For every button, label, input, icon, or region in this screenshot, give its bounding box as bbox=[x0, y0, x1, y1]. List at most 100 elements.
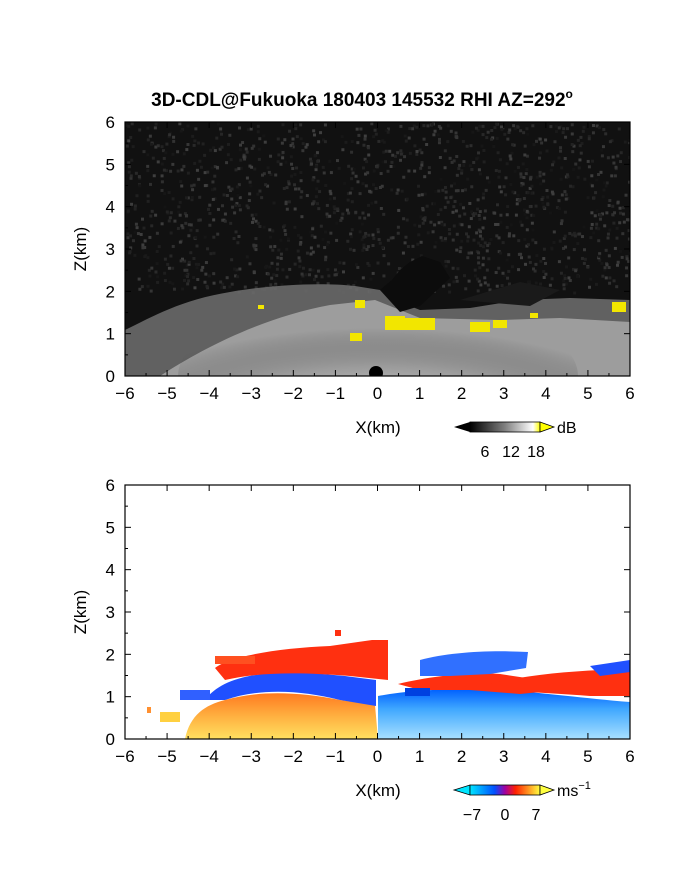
noise-pixel bbox=[243, 157, 247, 161]
noise-pixel bbox=[139, 232, 143, 236]
noise-pixel bbox=[461, 139, 465, 143]
noise-pixel bbox=[519, 256, 523, 260]
noise-pixel bbox=[377, 139, 381, 143]
noise-pixel bbox=[578, 158, 582, 162]
noise-pixel bbox=[183, 259, 187, 263]
noise-pixel bbox=[485, 136, 489, 140]
noise-pixel bbox=[168, 216, 172, 220]
noise-pixel bbox=[372, 169, 376, 173]
noise-pixel bbox=[444, 259, 448, 263]
noise-pixel bbox=[603, 268, 607, 272]
noise-pixel bbox=[503, 132, 507, 136]
noise-pixel bbox=[199, 165, 203, 169]
noise-pixel bbox=[618, 221, 622, 225]
noise-pixel bbox=[156, 275, 160, 279]
noise-pixel bbox=[254, 248, 258, 252]
noise-pixel bbox=[212, 281, 216, 285]
noise-pixel bbox=[256, 192, 260, 196]
noise-pixel bbox=[293, 207, 297, 211]
noise-pixel bbox=[421, 221, 425, 225]
noise-pixel bbox=[597, 126, 601, 130]
noise-pixel bbox=[559, 177, 563, 181]
noise-pixel bbox=[200, 268, 204, 272]
noise-pixel bbox=[308, 268, 312, 272]
noise-pixel bbox=[478, 172, 482, 176]
noise-pixel bbox=[320, 275, 324, 279]
noise-pixel bbox=[309, 230, 313, 234]
noise-pixel bbox=[562, 246, 566, 250]
noise-pixel bbox=[178, 213, 182, 217]
noise-pixel bbox=[535, 175, 539, 179]
noise-pixel bbox=[126, 232, 130, 236]
noise-pixel bbox=[171, 152, 175, 156]
noise-pixel bbox=[192, 256, 196, 260]
noise-pixel bbox=[522, 197, 526, 201]
noise-pixel bbox=[563, 276, 567, 280]
noise-pixel bbox=[508, 128, 512, 132]
noise-pixel bbox=[557, 207, 561, 211]
noise-pixel bbox=[400, 189, 404, 193]
noise-pixel bbox=[220, 132, 224, 136]
noise-pixel bbox=[593, 214, 597, 218]
noise-pixel bbox=[438, 155, 442, 159]
noise-pixel bbox=[142, 150, 146, 154]
noise-pixel bbox=[505, 258, 509, 262]
y-tick-label: 6 bbox=[106, 476, 115, 495]
noise-pixel bbox=[172, 135, 176, 139]
noise-pixel bbox=[466, 239, 470, 243]
noise-pixel bbox=[298, 265, 302, 269]
noise-pixel bbox=[363, 216, 367, 220]
noise-pixel bbox=[444, 196, 448, 200]
noise-pixel bbox=[333, 273, 337, 277]
noise-pixel bbox=[558, 239, 562, 243]
noise-pixel bbox=[290, 162, 294, 166]
noise-pixel bbox=[212, 235, 216, 239]
noise-pixel bbox=[354, 210, 358, 214]
noise-pixel bbox=[562, 283, 566, 287]
noise-pixel bbox=[213, 165, 217, 169]
noise-pixel bbox=[184, 221, 188, 225]
noise-pixel bbox=[269, 235, 273, 239]
noise-pixel bbox=[402, 175, 406, 179]
noise-pixel bbox=[601, 195, 605, 199]
noise-pixel bbox=[249, 184, 253, 188]
noise-pixel bbox=[506, 137, 510, 141]
noise-pixel bbox=[293, 225, 297, 229]
noise-pixel bbox=[147, 268, 151, 272]
noise-pixel bbox=[230, 197, 234, 201]
noise-pixel bbox=[281, 268, 285, 272]
noise-pixel bbox=[372, 236, 376, 240]
noise-pixel bbox=[399, 152, 403, 156]
noise-pixel bbox=[604, 184, 608, 188]
noise-pixel bbox=[335, 238, 339, 242]
noise-pixel bbox=[467, 225, 471, 229]
noise-pixel bbox=[472, 214, 476, 218]
noise-pixel bbox=[238, 267, 242, 271]
noise-pixel bbox=[580, 256, 584, 260]
noise-pixel bbox=[281, 156, 285, 160]
noise-pixel bbox=[603, 266, 607, 270]
noise-pixel bbox=[485, 249, 489, 253]
noise-pixel bbox=[538, 174, 542, 178]
noise-pixel bbox=[612, 279, 616, 283]
velocity-image bbox=[125, 485, 630, 739]
noise-pixel bbox=[135, 226, 139, 230]
x-tick-label: −6 bbox=[115, 747, 134, 766]
noise-pixel bbox=[221, 282, 225, 286]
noise-pixel bbox=[456, 267, 460, 271]
noise-pixel bbox=[519, 220, 523, 224]
noise-pixel bbox=[452, 205, 456, 209]
noise-pixel bbox=[291, 142, 295, 146]
noise-pixel bbox=[437, 221, 441, 225]
noise-pixel bbox=[477, 228, 481, 232]
noise-pixel bbox=[446, 260, 450, 264]
noise-pixel bbox=[243, 285, 247, 289]
noise-pixel bbox=[241, 141, 245, 145]
noise-pixel bbox=[601, 274, 605, 278]
noise-pixel bbox=[127, 170, 131, 174]
noise-pixel bbox=[408, 127, 412, 131]
noise-pixel bbox=[275, 267, 279, 271]
noise-pixel bbox=[238, 196, 242, 200]
noise-pixel bbox=[262, 172, 266, 176]
noise-pixel bbox=[325, 203, 329, 207]
